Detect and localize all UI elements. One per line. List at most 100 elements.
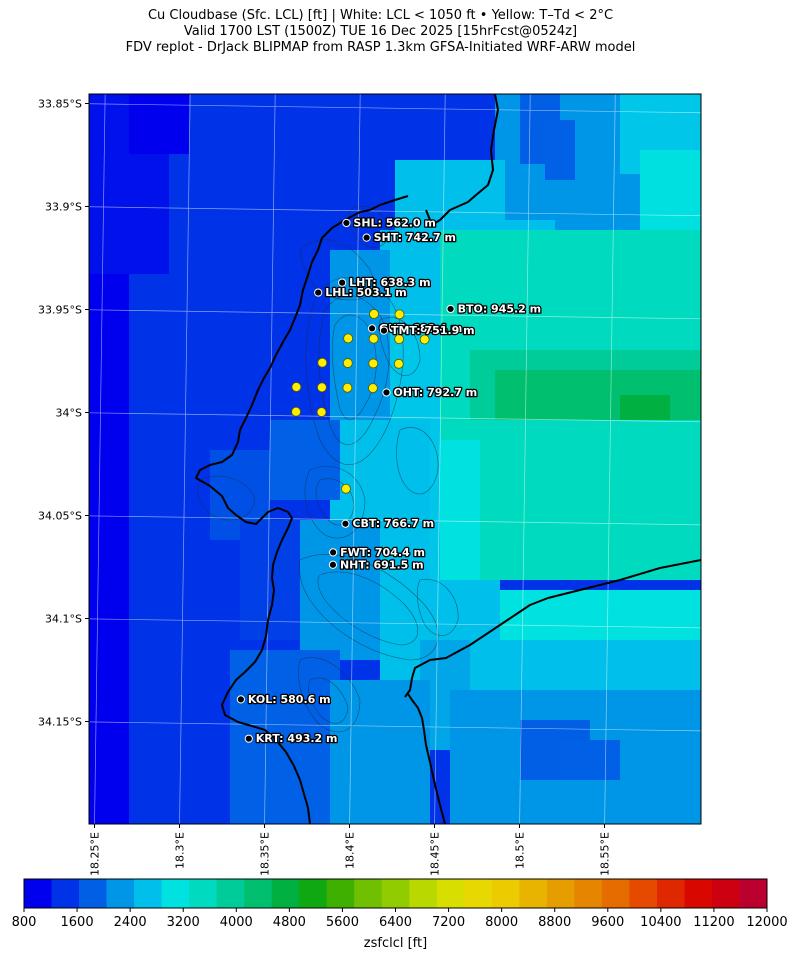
saturation-marker — [368, 358, 379, 369]
lcl-field-blocks — [89, 94, 701, 824]
chart-title-block: Cu Cloudbase (Sfc. LCL) [ft] | White: LC… — [0, 8, 761, 56]
station-label: FWT: 704.4 m — [340, 546, 425, 559]
station-label-halo: TMT: 751.9 m — [391, 324, 475, 337]
colorbar-tick-label: 3200 — [167, 915, 200, 930]
station-label: LHT: 638.3 m — [349, 276, 430, 289]
station-label: SHL: 562.0 m — [353, 216, 435, 229]
colorbar-swatch — [354, 879, 383, 908]
station-label: GUT: 688.4 m — [379, 322, 462, 335]
station-label-halo: OHT: 792.7 m — [393, 386, 477, 399]
graticule-parallel — [89, 103, 701, 114]
station-label-halo: GUT: 688.4 m — [379, 322, 462, 335]
colorbar-tick-label: 7200 — [432, 915, 465, 930]
graticule-parallel — [89, 412, 701, 423]
colorbar-swatch — [106, 879, 135, 908]
colorbar-tick-label: 2400 — [114, 915, 147, 930]
station-label-halo: FWT: 704.4 m — [340, 546, 425, 559]
station-label: KRT: 493.2 m — [256, 732, 338, 745]
lon-tick-label: 18.35°E — [259, 832, 272, 876]
colorbar-swatch — [629, 879, 658, 908]
colorbar-tick-label: 10400 — [640, 915, 681, 930]
saturation-marker — [419, 334, 430, 345]
station-label: SHT: 742.7 m — [374, 231, 456, 244]
station-dot — [367, 324, 377, 333]
lat-tick-label: 33.85°S — [38, 98, 82, 111]
colorbar-tick-label: 4800 — [273, 915, 306, 930]
colorbar-swatch — [739, 879, 768, 908]
lon-tick-label: 18.45°E — [429, 832, 442, 876]
saturation-marker — [393, 358, 404, 369]
station-label: CBT: 766.7 m — [352, 517, 434, 530]
title-line-1: Cu Cloudbase (Sfc. LCL) [ft] | White: LC… — [147, 8, 614, 23]
colorbar-swatch — [161, 879, 190, 908]
colorbar-swatch — [601, 879, 630, 908]
saturation-marker — [394, 309, 405, 320]
station-label: LHL: 503.1 m — [325, 286, 407, 299]
colorbar-label: zsfclcl [ft] — [363, 936, 428, 951]
graticule-parallel — [89, 618, 701, 629]
station-label-halo: LHT: 638.3 m — [349, 276, 430, 289]
saturation-marker — [342, 382, 353, 393]
coastline — [195, 94, 701, 824]
station-label-halo: NHT: 691.5 m — [340, 558, 424, 571]
station-dot — [379, 326, 389, 335]
saturation-marker — [341, 483, 351, 494]
colorbar-swatch — [134, 879, 163, 908]
saturation-marker — [342, 358, 353, 368]
saturation-marker — [291, 406, 301, 417]
colorbar-swatch — [436, 879, 465, 908]
station-dot — [338, 278, 347, 287]
colorbar-swatch — [656, 879, 685, 908]
saturation-marker — [369, 309, 379, 319]
colorbar-swatch — [491, 879, 520, 908]
lon-tick-label: 18.55°E — [599, 832, 612, 876]
colorbar-tick-label: 6400 — [379, 915, 412, 930]
colorbar-swatch — [299, 879, 328, 908]
yellow-markers — [291, 309, 430, 494]
colorbar-tick-label: 12000 — [746, 915, 787, 930]
station-dot — [314, 288, 323, 297]
lon-tick-label: 18.3°E — [174, 832, 187, 869]
colorbar-swatch — [464, 879, 493, 908]
station-label-halo: SHT: 742.7 m — [374, 231, 456, 244]
station-dot — [446, 304, 455, 314]
colorbar-tick-label: 800 — [12, 915, 37, 930]
station-label-halo: LHL: 503.1 m — [325, 286, 407, 299]
colorbar-tick-label: 9600 — [591, 915, 624, 930]
lat-tick-label: 34°S — [56, 407, 82, 420]
colorbar-tick-label: 8800 — [538, 915, 571, 930]
colorbar: 800 1600 2400 3200 4000 4800 5600 6400 7200 8000 8… — [12, 878, 788, 930]
saturation-marker — [291, 382, 302, 392]
colorbar-swatch — [244, 879, 273, 908]
lon-tick-label: 18.25°E — [89, 832, 102, 876]
station-dot — [328, 560, 338, 569]
saturation-marker — [368, 333, 379, 344]
lat-tick-label: 34.15°S — [38, 716, 82, 729]
latitude-axis: 33.85°S 33.9°S 33.95°S 34°S 34.05°S 34.1°S 34.… — [38, 98, 89, 729]
lon-tick-label: 18.4°E — [344, 832, 357, 869]
colorbar-swatch — [546, 879, 575, 908]
saturation-marker — [317, 382, 327, 393]
station-label-halo: KOL: 580.6 m — [248, 693, 331, 706]
colorbar-swatch — [711, 879, 740, 908]
map-frame — [88, 93, 702, 825]
colorbar-swatch — [79, 879, 108, 908]
lat-tick-label: 34.1°S — [45, 613, 82, 626]
station-label: KOL: 580.6 m — [248, 693, 331, 706]
colorbar-tick-label: 4000 — [220, 915, 253, 930]
colorbar-swatch — [409, 879, 438, 908]
